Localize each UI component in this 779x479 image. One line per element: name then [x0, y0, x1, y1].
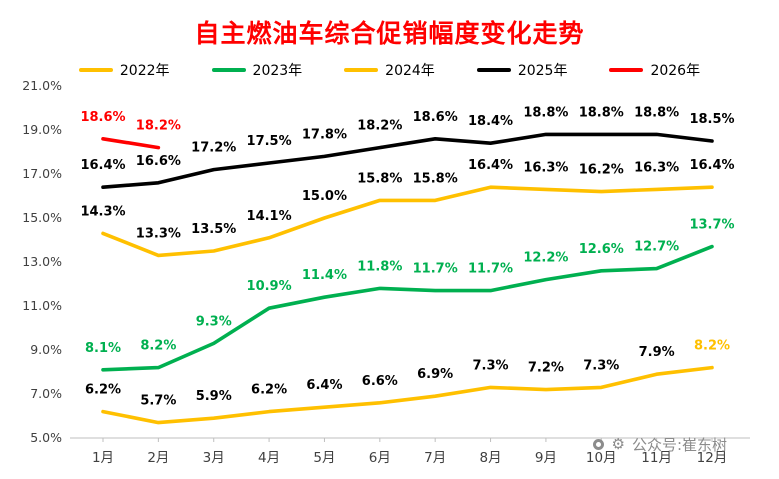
data-label-2022年: 8.2%: [694, 339, 730, 354]
data-label-2025年: 18.6%: [413, 110, 458, 125]
data-label-2023年: 11.7%: [413, 262, 458, 277]
y-axis-tick-label: 9.0%: [30, 342, 62, 357]
data-label-2024年: 15.8%: [357, 171, 402, 186]
y-axis-tick-label: 21.0%: [22, 78, 62, 93]
data-label-2025年: 18.8%: [634, 105, 679, 120]
x-axis-month-label: 4月: [258, 450, 280, 466]
data-label-2026年: 18.6%: [80, 110, 125, 125]
data-label-2025年: 17.2%: [191, 141, 236, 156]
x-axis-month-label: 11月: [641, 450, 672, 466]
data-label-2023年: 12.2%: [523, 251, 568, 266]
data-label-2025年: 18.8%: [523, 105, 568, 120]
data-label-2023年: 12.6%: [579, 242, 624, 257]
data-label-2025年: 18.4%: [468, 114, 513, 129]
data-label-2023年: 12.7%: [634, 240, 679, 255]
data-label-2026年: 18.2%: [136, 119, 181, 134]
legend-swatch: [78, 68, 113, 72]
legend-item-2024年: 2024年: [344, 60, 435, 80]
watermark: ⚙ 公众号:崔东树: [593, 434, 727, 455]
data-label-2022年: 5.7%: [140, 394, 176, 409]
data-label-2025年: 18.2%: [357, 119, 402, 134]
data-label-2025年: 18.8%: [579, 105, 624, 120]
x-axis-month-label: 3月: [203, 450, 225, 466]
legend: 2022年 2023年 2024年 2025年 2026年: [0, 60, 779, 80]
data-label-2024年: 15.0%: [302, 189, 347, 204]
y-axis-tick-label: 11.0%: [22, 298, 62, 313]
data-label-2024年: 15.8%: [413, 171, 458, 186]
x-axis-month-label: 12月: [697, 450, 728, 466]
data-label-2024年: 14.3%: [80, 204, 125, 219]
data-label-2024年: 16.2%: [579, 163, 624, 178]
legend-label: 2023年: [252, 63, 303, 79]
legend-swatch: [344, 68, 379, 72]
data-label-2024年: 16.4%: [689, 158, 734, 173]
data-label-2025年: 17.8%: [302, 127, 347, 142]
x-axis-month-label: 2月: [147, 450, 169, 466]
data-label-2025年: 16.4%: [80, 158, 125, 173]
y-axis-tick-label: 15.0%: [22, 210, 62, 225]
watermark-text: 公众号:崔东树: [631, 436, 727, 454]
y-axis-tick-label: 19.0%: [22, 122, 62, 137]
watermark-circle-icon: [593, 439, 605, 450]
data-label-2022年: 7.3%: [473, 358, 509, 373]
data-label-2023年: 8.1%: [85, 341, 121, 356]
legend-label: 2026年: [650, 63, 701, 79]
data-label-2022年: 6.2%: [251, 383, 287, 398]
data-label-2024年: 13.5%: [191, 222, 236, 237]
data-label-2023年: 13.7%: [689, 218, 734, 233]
legend-swatch: [476, 68, 511, 72]
x-axis-month-label: 1月: [92, 450, 114, 466]
chart-title: 自主燃油车综合促销幅度变化走势: [194, 19, 585, 48]
x-axis-month-label: 9月: [535, 450, 557, 466]
data-label-2025年: 16.6%: [136, 154, 181, 169]
x-axis-month-label: 6月: [369, 450, 391, 466]
legend-swatch: [211, 68, 246, 72]
series-line-2026年: [101, 137, 161, 150]
data-label-2023年: 11.7%: [468, 262, 513, 277]
data-label-2024年: 14.1%: [247, 209, 292, 224]
data-label-2023年: 11.8%: [357, 259, 402, 274]
data-label-2022年: 7.9%: [639, 345, 675, 360]
data-label-2024年: 13.3%: [136, 226, 181, 241]
data-label-2024年: 16.3%: [634, 160, 679, 175]
legend-item-2023年: 2023年: [211, 60, 303, 80]
series-line-2025年: [101, 132, 714, 189]
series-line-2023年: [101, 244, 714, 372]
legend-label: 2025年: [517, 63, 568, 79]
data-label-2022年: 5.9%: [196, 389, 232, 404]
data-label-2023年: 9.3%: [196, 314, 232, 329]
series-line-2024年: [101, 185, 714, 258]
data-label-2022年: 6.2%: [85, 383, 121, 398]
data-label-2022年: 6.4%: [306, 378, 342, 393]
legend-label: 2024年: [385, 63, 435, 79]
data-label-2025年: 17.5%: [247, 134, 292, 149]
x-axis-month-label: 7月: [424, 450, 446, 466]
y-axis-tick-label: 17.0%: [22, 166, 62, 181]
x-axis-month-label: 10月: [586, 450, 617, 466]
data-label-2023年: 8.2%: [140, 339, 176, 354]
data-label-2022年: 7.3%: [583, 358, 619, 373]
y-axis-tick-label: 13.0%: [22, 254, 62, 269]
data-label-2025年: 18.5%: [689, 112, 734, 127]
legend-item-2025年: 2025年: [476, 60, 568, 80]
legend-item-2022年: 2022年: [78, 60, 170, 80]
data-label-2022年: 6.6%: [362, 374, 398, 389]
data-label-2024年: 16.3%: [523, 160, 568, 175]
data-label-2023年: 11.4%: [302, 268, 347, 283]
legend-swatch: [609, 68, 644, 72]
x-axis-month-label: 8月: [479, 450, 501, 466]
y-axis-tick-label: 5.0%: [30, 430, 62, 445]
y-axis-tick-label: 7.0%: [30, 386, 62, 401]
watermark-gear-icon: ⚙: [611, 435, 625, 453]
data-label-2022年: 6.9%: [417, 367, 453, 382]
data-label-2022年: 7.2%: [528, 361, 564, 376]
x-axis-month-label: 5月: [313, 450, 335, 466]
data-label-2023年: 10.9%: [247, 279, 292, 294]
legend-item-2026年: 2026年: [609, 60, 700, 80]
data-label-2024年: 16.4%: [468, 158, 513, 173]
legend-label: 2022年: [119, 63, 170, 79]
series-line-2022年: [101, 365, 714, 425]
